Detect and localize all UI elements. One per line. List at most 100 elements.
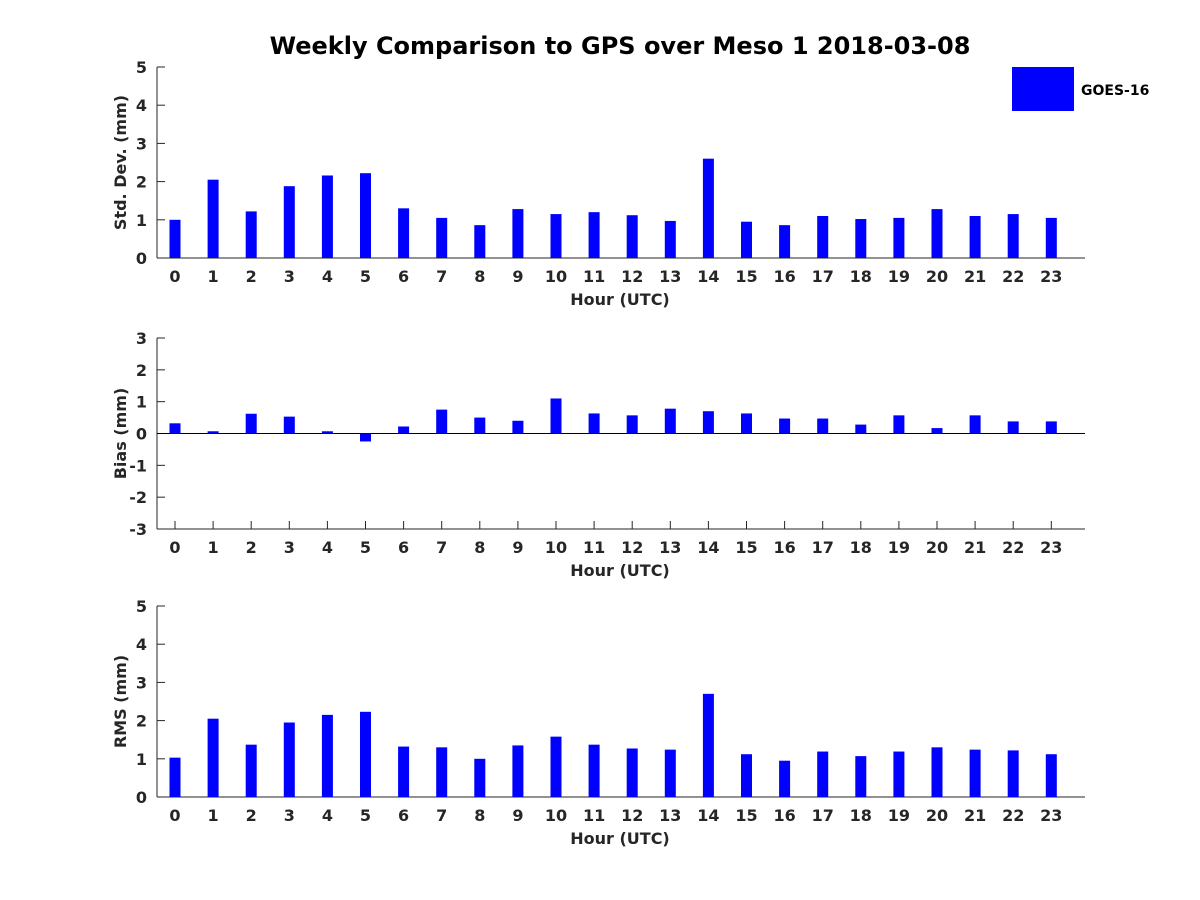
bias-x-tick-label: 17 (812, 538, 834, 557)
std-dev-bar (664, 220, 676, 258)
bias-bar (360, 433, 371, 442)
bias-x-tick-label: 1 (208, 538, 219, 557)
rms-x-tick-label: 2 (246, 806, 257, 825)
bias-x-tick-label: 7 (436, 538, 447, 557)
rms-x-tick-label: 3 (284, 806, 295, 825)
rms-x-axis-label: Hour (UTC) (570, 829, 670, 848)
bias-x-tick-label: 11 (583, 538, 605, 557)
bias-bar (245, 413, 257, 434)
rms-y-tick-label: 2 (136, 712, 147, 731)
bias-y-tick-label: -2 (129, 488, 147, 507)
bias-x-tick-label: 0 (169, 538, 180, 557)
rms-bar (702, 693, 714, 797)
rms-bar (931, 747, 943, 797)
bias-x-tick-label: 20 (926, 538, 948, 557)
bias-x-tick-label: 12 (621, 538, 643, 557)
std-dev-y-tick-label: 4 (136, 96, 147, 115)
rms-x-tick-label: 12 (621, 806, 643, 825)
rms-x-tick-label: 19 (888, 806, 910, 825)
bias-bar (207, 431, 219, 434)
std-dev-y-tick-label: 3 (136, 134, 147, 153)
std-dev-bar (588, 212, 600, 258)
std-dev-bar (207, 179, 219, 258)
bias-x-tick-label: 4 (322, 538, 333, 557)
bias-x-tick-label: 15 (735, 538, 757, 557)
bias-bar (1007, 421, 1019, 434)
std-dev-bar (436, 217, 448, 258)
bias-bar (283, 416, 295, 434)
std-dev-x-tick-label: 17 (812, 267, 834, 286)
bias-bar (1045, 421, 1057, 434)
bias-y-axis-label: Bias (mm) (111, 388, 130, 480)
rms-x-tick-label: 14 (697, 806, 719, 825)
rms-bar (741, 754, 752, 797)
bias-y-tick-label: 2 (136, 361, 147, 380)
std-dev-x-tick-label: 8 (474, 267, 485, 286)
bias-bar (664, 408, 676, 434)
rms-bar (169, 757, 181, 797)
rms-x-tick-label: 9 (512, 806, 523, 825)
std-dev-x-tick-label: 18 (850, 267, 872, 286)
rms-bar (283, 722, 295, 797)
bias-x-tick-label: 10 (545, 538, 567, 557)
rms-y-tick-label: 4 (136, 635, 147, 654)
rms-bar (664, 749, 676, 797)
std-dev-bar (626, 215, 638, 258)
bias-bar (779, 418, 791, 434)
bias-x-tick-label: 19 (888, 538, 910, 557)
rms-x-tick-label: 21 (964, 806, 986, 825)
bias-y-tick-label: 0 (136, 425, 147, 444)
rms-bar (1007, 750, 1019, 797)
std-dev-bar (817, 215, 829, 258)
legend: GOES-16 (1012, 67, 1149, 111)
std-dev-x-tick-label: 11 (583, 267, 605, 286)
rms-x-tick-label: 22 (1002, 806, 1024, 825)
std-dev-x-tick-label: 5 (360, 267, 371, 286)
std-dev-bar (702, 158, 714, 258)
rms-x-tick-label: 13 (659, 806, 681, 825)
std-dev-y-tick-label: 5 (136, 58, 147, 77)
bias-x-tick-label: 16 (773, 538, 795, 557)
rms-x-tick-label: 18 (850, 806, 872, 825)
std-dev-y-axis-label: Std. Dev. (mm) (111, 95, 130, 230)
rms-bar (245, 744, 257, 797)
bias-x-tick-label: 9 (512, 538, 523, 557)
bias-bar (893, 415, 905, 434)
rms-x-tick-label: 20 (926, 806, 948, 825)
legend-label: GOES-16 (1081, 83, 1149, 99)
std-dev-x-tick-label: 0 (169, 267, 180, 286)
rms-x-tick-label: 1 (208, 806, 219, 825)
bias-x-tick-label: 3 (284, 538, 295, 557)
bias-bar (588, 413, 600, 434)
std-dev-x-tick-label: 1 (208, 267, 219, 286)
std-dev-x-tick-label: 3 (284, 267, 295, 286)
std-dev-bar (1007, 214, 1019, 258)
bias-y-tick-label: 3 (136, 329, 147, 348)
std-dev-x-axis-label: Hour (UTC) (570, 290, 670, 309)
std-dev-bar (283, 186, 295, 258)
bias-bar (436, 409, 448, 434)
bias-bar (817, 418, 829, 434)
bias-x-tick-label: 2 (246, 538, 257, 557)
bias-x-tick-label: 14 (697, 538, 719, 557)
std-dev-y-tick-label: 1 (136, 211, 147, 230)
std-dev-bar (398, 208, 410, 258)
legend-swatch (1012, 67, 1074, 111)
rms-y-axis-label: RMS (mm) (111, 655, 130, 748)
std-dev-x-tick-label: 14 (697, 267, 719, 286)
std-dev-x-tick-label: 21 (964, 267, 986, 286)
bias-bar (321, 431, 333, 434)
rms-x-tick-label: 8 (474, 806, 485, 825)
rms-bar (207, 718, 219, 797)
std-dev-bar (931, 209, 943, 258)
rms-x-tick-label: 16 (773, 806, 795, 825)
std-dev-y-tick-label: 2 (136, 173, 147, 192)
rms-x-tick-label: 11 (583, 806, 605, 825)
rms-bar (512, 745, 524, 797)
rms-x-tick-label: 15 (735, 806, 757, 825)
std-dev-x-tick-label: 9 (512, 267, 523, 286)
std-dev-bar (474, 225, 486, 258)
std-dev-x-tick-label: 13 (659, 267, 681, 286)
